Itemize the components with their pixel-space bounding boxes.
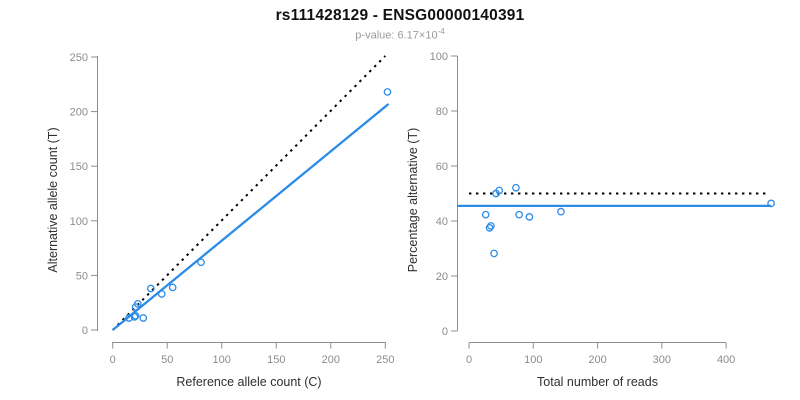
data-point xyxy=(512,183,520,192)
data-point xyxy=(133,299,142,308)
p-value-text: p-value: 6.17×10 xyxy=(355,29,438,42)
y-tick-label: 200 xyxy=(70,107,88,119)
data-point xyxy=(481,210,490,219)
data-point xyxy=(767,199,775,208)
data-point xyxy=(130,313,139,321)
data-point xyxy=(147,284,155,293)
data-point xyxy=(557,207,565,216)
identity-line xyxy=(111,55,387,331)
x-tick-label: 0 xyxy=(110,354,116,366)
data-point xyxy=(131,311,140,320)
y-tick-label: 100 xyxy=(70,216,88,228)
y-tick-label: 0 xyxy=(82,325,88,337)
y-tick-label: 0 xyxy=(442,326,448,338)
x-tick-label: 50 xyxy=(161,354,173,366)
y-tick-label: 250 xyxy=(70,52,88,64)
y-tick-label: 60 xyxy=(436,161,448,173)
data-point xyxy=(487,222,495,230)
data-point xyxy=(197,258,205,267)
y-axis-title: Percentage alternative (T) xyxy=(406,128,420,273)
x-tick-label: 100 xyxy=(524,354,542,366)
y-tick-label: 80 xyxy=(436,106,448,118)
y-tick-label: 50 xyxy=(76,270,88,282)
y-axis-title: Alternative allele count (T) xyxy=(46,127,60,272)
x-tick-label: 200 xyxy=(588,354,606,366)
y-tick-label: 150 xyxy=(70,161,88,173)
x-tick-label: 150 xyxy=(267,354,285,366)
x-tick-label: 300 xyxy=(653,354,671,366)
x-axis-title: Total number of reads xyxy=(537,375,658,389)
data-point xyxy=(515,210,523,219)
data-point xyxy=(490,249,498,258)
x-tick-label: 200 xyxy=(322,354,340,366)
figure-title: rs111428129 - ENSG00000140391 xyxy=(275,7,525,24)
p-value-subtitle: p-value: 6.17×10-4 xyxy=(0,27,800,42)
p-value-exponent: -4 xyxy=(437,27,445,36)
data-point xyxy=(383,88,392,96)
y-tick-label: 40 xyxy=(436,216,448,228)
data-point xyxy=(168,283,177,292)
data-point xyxy=(139,314,148,322)
data-point xyxy=(525,213,534,221)
x-tick-label: 0 xyxy=(466,354,472,366)
x-tick-label: 250 xyxy=(376,354,394,366)
data-point xyxy=(157,290,166,298)
data-point xyxy=(495,186,504,195)
x-axis-title: Reference allele count (C) xyxy=(176,375,321,389)
x-tick-label: 100 xyxy=(213,354,231,366)
y-tick-label: 100 xyxy=(430,51,448,63)
x-tick-label: 400 xyxy=(717,354,735,366)
y-tick-label: 20 xyxy=(436,271,448,283)
data-point xyxy=(125,314,133,322)
fit-line xyxy=(111,103,390,331)
